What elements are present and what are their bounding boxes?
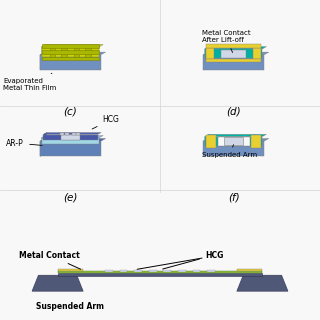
Polygon shape: [40, 141, 101, 156]
Text: HCG: HCG: [92, 115, 119, 129]
Polygon shape: [178, 270, 186, 272]
Text: (d): (d): [226, 106, 241, 116]
Polygon shape: [42, 44, 99, 48]
Text: Suspended Arm: Suspended Arm: [36, 302, 104, 311]
Polygon shape: [85, 46, 91, 58]
Polygon shape: [205, 49, 262, 58]
Text: (e): (e): [63, 193, 77, 203]
Polygon shape: [206, 135, 216, 148]
Polygon shape: [61, 135, 80, 140]
Polygon shape: [237, 269, 262, 271]
Polygon shape: [205, 134, 209, 146]
Text: Evaporated
Metal Thin Film: Evaporated Metal Thin Film: [3, 73, 56, 91]
Polygon shape: [74, 46, 79, 58]
Polygon shape: [40, 52, 106, 55]
Polygon shape: [40, 139, 106, 141]
Polygon shape: [149, 270, 156, 272]
Polygon shape: [205, 137, 262, 146]
Polygon shape: [32, 275, 83, 291]
Polygon shape: [206, 44, 261, 48]
Polygon shape: [203, 141, 264, 156]
Polygon shape: [205, 47, 266, 49]
Polygon shape: [206, 48, 214, 59]
Polygon shape: [65, 133, 69, 135]
Polygon shape: [72, 133, 76, 135]
Text: Suspended Arm: Suspended Arm: [202, 145, 257, 158]
Text: (f): (f): [228, 193, 239, 203]
Polygon shape: [40, 55, 101, 70]
Polygon shape: [224, 137, 243, 145]
Polygon shape: [42, 136, 103, 138]
Polygon shape: [40, 52, 45, 70]
Polygon shape: [207, 270, 215, 272]
Text: Metal Contact
After Lift-off: Metal Contact After Lift-off: [202, 30, 250, 52]
Polygon shape: [50, 46, 55, 58]
Polygon shape: [42, 50, 99, 54]
Polygon shape: [251, 135, 261, 148]
Polygon shape: [58, 273, 262, 276]
Polygon shape: [203, 55, 264, 70]
Polygon shape: [221, 50, 246, 58]
Polygon shape: [58, 269, 83, 271]
Polygon shape: [42, 44, 103, 47]
Polygon shape: [206, 59, 261, 62]
Polygon shape: [42, 47, 99, 58]
Polygon shape: [42, 138, 99, 144]
Polygon shape: [61, 46, 67, 58]
Polygon shape: [58, 271, 262, 273]
Polygon shape: [40, 139, 45, 156]
Polygon shape: [105, 270, 113, 272]
Polygon shape: [203, 52, 208, 70]
Polygon shape: [205, 134, 266, 137]
Polygon shape: [60, 133, 64, 135]
Text: HCG: HCG: [163, 251, 223, 269]
Polygon shape: [193, 270, 200, 272]
Polygon shape: [203, 139, 269, 141]
Polygon shape: [42, 44, 46, 58]
Polygon shape: [42, 57, 99, 60]
Polygon shape: [134, 270, 142, 272]
Polygon shape: [164, 270, 171, 272]
Polygon shape: [253, 48, 261, 59]
Polygon shape: [205, 47, 209, 58]
Polygon shape: [120, 270, 127, 272]
Text: AR-P: AR-P: [6, 139, 42, 148]
Text: (c): (c): [64, 106, 77, 116]
Polygon shape: [203, 52, 269, 55]
Polygon shape: [43, 132, 47, 140]
Polygon shape: [218, 137, 250, 146]
Polygon shape: [203, 139, 208, 156]
Text: Metal Contact: Metal Contact: [19, 251, 81, 269]
Polygon shape: [237, 275, 288, 291]
Polygon shape: [42, 136, 46, 144]
Polygon shape: [43, 134, 98, 140]
Polygon shape: [76, 133, 80, 135]
Polygon shape: [43, 132, 101, 134]
